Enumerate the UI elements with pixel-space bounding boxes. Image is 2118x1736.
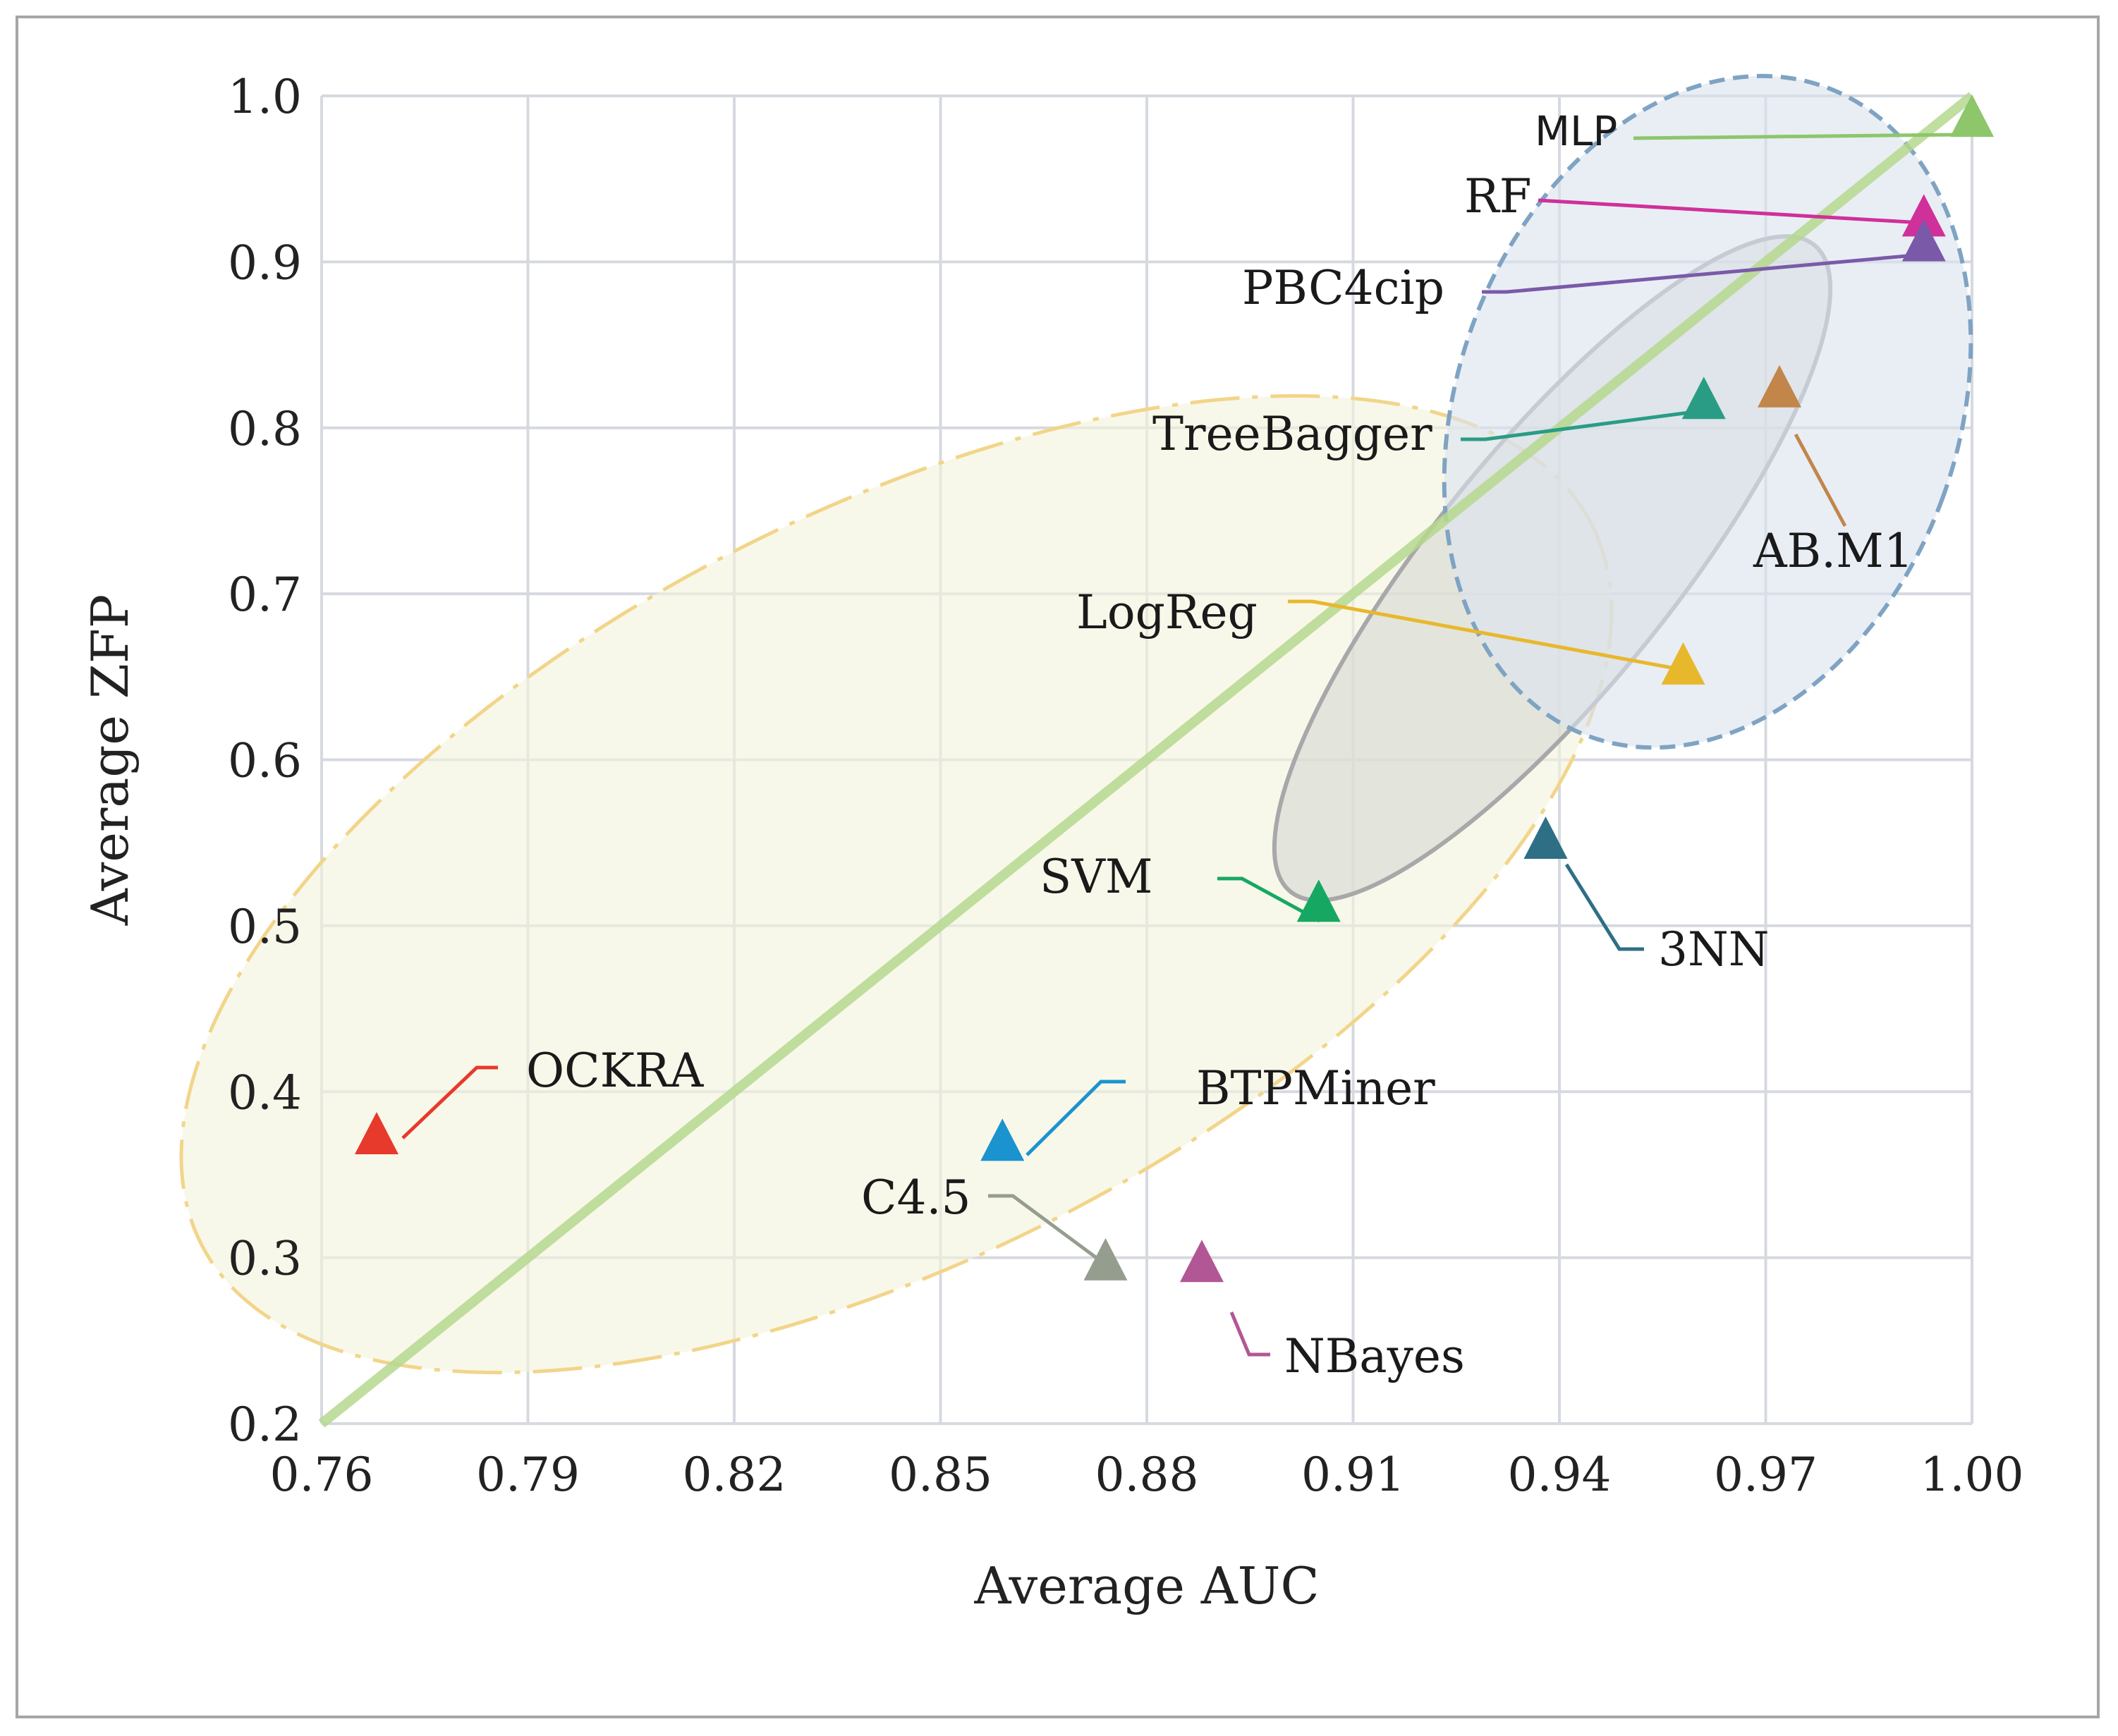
leader-logreg bbox=[1288, 599, 1676, 671]
markers bbox=[355, 94, 1994, 1283]
y-tick-label: 0.9 bbox=[228, 236, 302, 290]
marker-treebagger bbox=[1681, 377, 1726, 420]
marker-mlp bbox=[1950, 94, 1994, 137]
point-label-nbayes: NBayes bbox=[1284, 1329, 1465, 1383]
leader-treebagger bbox=[1461, 408, 1712, 441]
point-label-ockra: OCKRA bbox=[526, 1044, 705, 1098]
marker-pbc4cip bbox=[1901, 219, 1946, 262]
leader-lines bbox=[401, 133, 1959, 1357]
x-tick-label: 0.91 bbox=[1301, 1448, 1405, 1502]
leader-3nn bbox=[1564, 863, 1644, 951]
x-tick-label: 0.76 bbox=[270, 1448, 374, 1502]
marker-btpminer bbox=[980, 1118, 1025, 1161]
axes: 0.76 0.79 0.82 0.85 0.88 0.91 0.94 0.97 1.00 0.2 0… bbox=[80, 70, 2023, 1615]
marker-3nn bbox=[1523, 816, 1568, 859]
y-tick-label: 0.5 bbox=[228, 900, 302, 954]
point-label-svm: SVM bbox=[1040, 850, 1152, 904]
chart-frame: MLP RF PBC4cip TreeBagger AB.M1 LogReg 3NN SVM O… bbox=[16, 16, 2100, 1718]
x-tick-label: 0.94 bbox=[1508, 1448, 1612, 1502]
marker-ockra bbox=[355, 1111, 398, 1154]
point-label-c4-5: C4.5 bbox=[861, 1170, 970, 1225]
y-tick-label: 0.2 bbox=[228, 1398, 302, 1452]
y-axis-label: Average ZFP bbox=[80, 594, 140, 927]
y-tick-label: 0.8 bbox=[228, 402, 302, 456]
marker-c4-5 bbox=[1083, 1237, 1128, 1280]
reference-line-layer bbox=[318, 92, 1976, 1428]
y-tick-label: 0.7 bbox=[228, 568, 302, 622]
y-tick-label: 1.0 bbox=[228, 70, 302, 124]
leader-ab-m1 bbox=[1794, 433, 1847, 527]
leader-btpminer bbox=[1025, 1080, 1126, 1156]
leader-nbayes bbox=[1229, 1312, 1270, 1357]
marker-rf bbox=[1901, 194, 1946, 237]
x-axis-label: Average AUC bbox=[973, 1556, 1319, 1615]
marker-svm bbox=[1296, 879, 1341, 922]
leader-pbc4cip bbox=[1482, 252, 1923, 294]
y-tick-label: 0.4 bbox=[228, 1065, 302, 1120]
y-tick-label: 0.6 bbox=[228, 734, 302, 788]
leader-mlp bbox=[1633, 133, 1959, 140]
regions bbox=[179, 73, 1973, 1375]
point-label-btpminer: BTPMiner bbox=[1196, 1061, 1435, 1115]
marker-logreg bbox=[1661, 642, 1705, 685]
x-tick-label: 0.79 bbox=[476, 1448, 580, 1502]
point-label-3nn: 3NN bbox=[1658, 922, 1770, 977]
x-tick-label: 0.97 bbox=[1714, 1448, 1818, 1502]
x-tick-label: 0.88 bbox=[1095, 1448, 1199, 1502]
x-tick-label: 0.85 bbox=[889, 1448, 992, 1502]
leader-svm bbox=[1217, 876, 1321, 923]
point-label-logreg: LogReg bbox=[1076, 585, 1258, 640]
point-label-mlp: MLP bbox=[1535, 107, 1617, 155]
leader-rf bbox=[1538, 198, 1923, 225]
point-label-rf: RF bbox=[1464, 169, 1532, 224]
point-label-pbc4cip: PBC4cip bbox=[1242, 261, 1444, 315]
x-tick-label: 0.82 bbox=[683, 1448, 786, 1502]
x-tick-label: 1.00 bbox=[1921, 1448, 2024, 1502]
y-tick-label: 0.3 bbox=[228, 1232, 302, 1286]
marker-ab-m1 bbox=[1758, 365, 1801, 408]
point-label-treebagger: TreeBagger bbox=[1152, 407, 1432, 461]
leader-ockra bbox=[401, 1065, 498, 1139]
leader-c4-5 bbox=[988, 1194, 1109, 1269]
point-label-ab-m1: AB.M1 bbox=[1753, 524, 1913, 578]
reference-line bbox=[318, 92, 1976, 1428]
marker-nbayes bbox=[1180, 1240, 1224, 1283]
